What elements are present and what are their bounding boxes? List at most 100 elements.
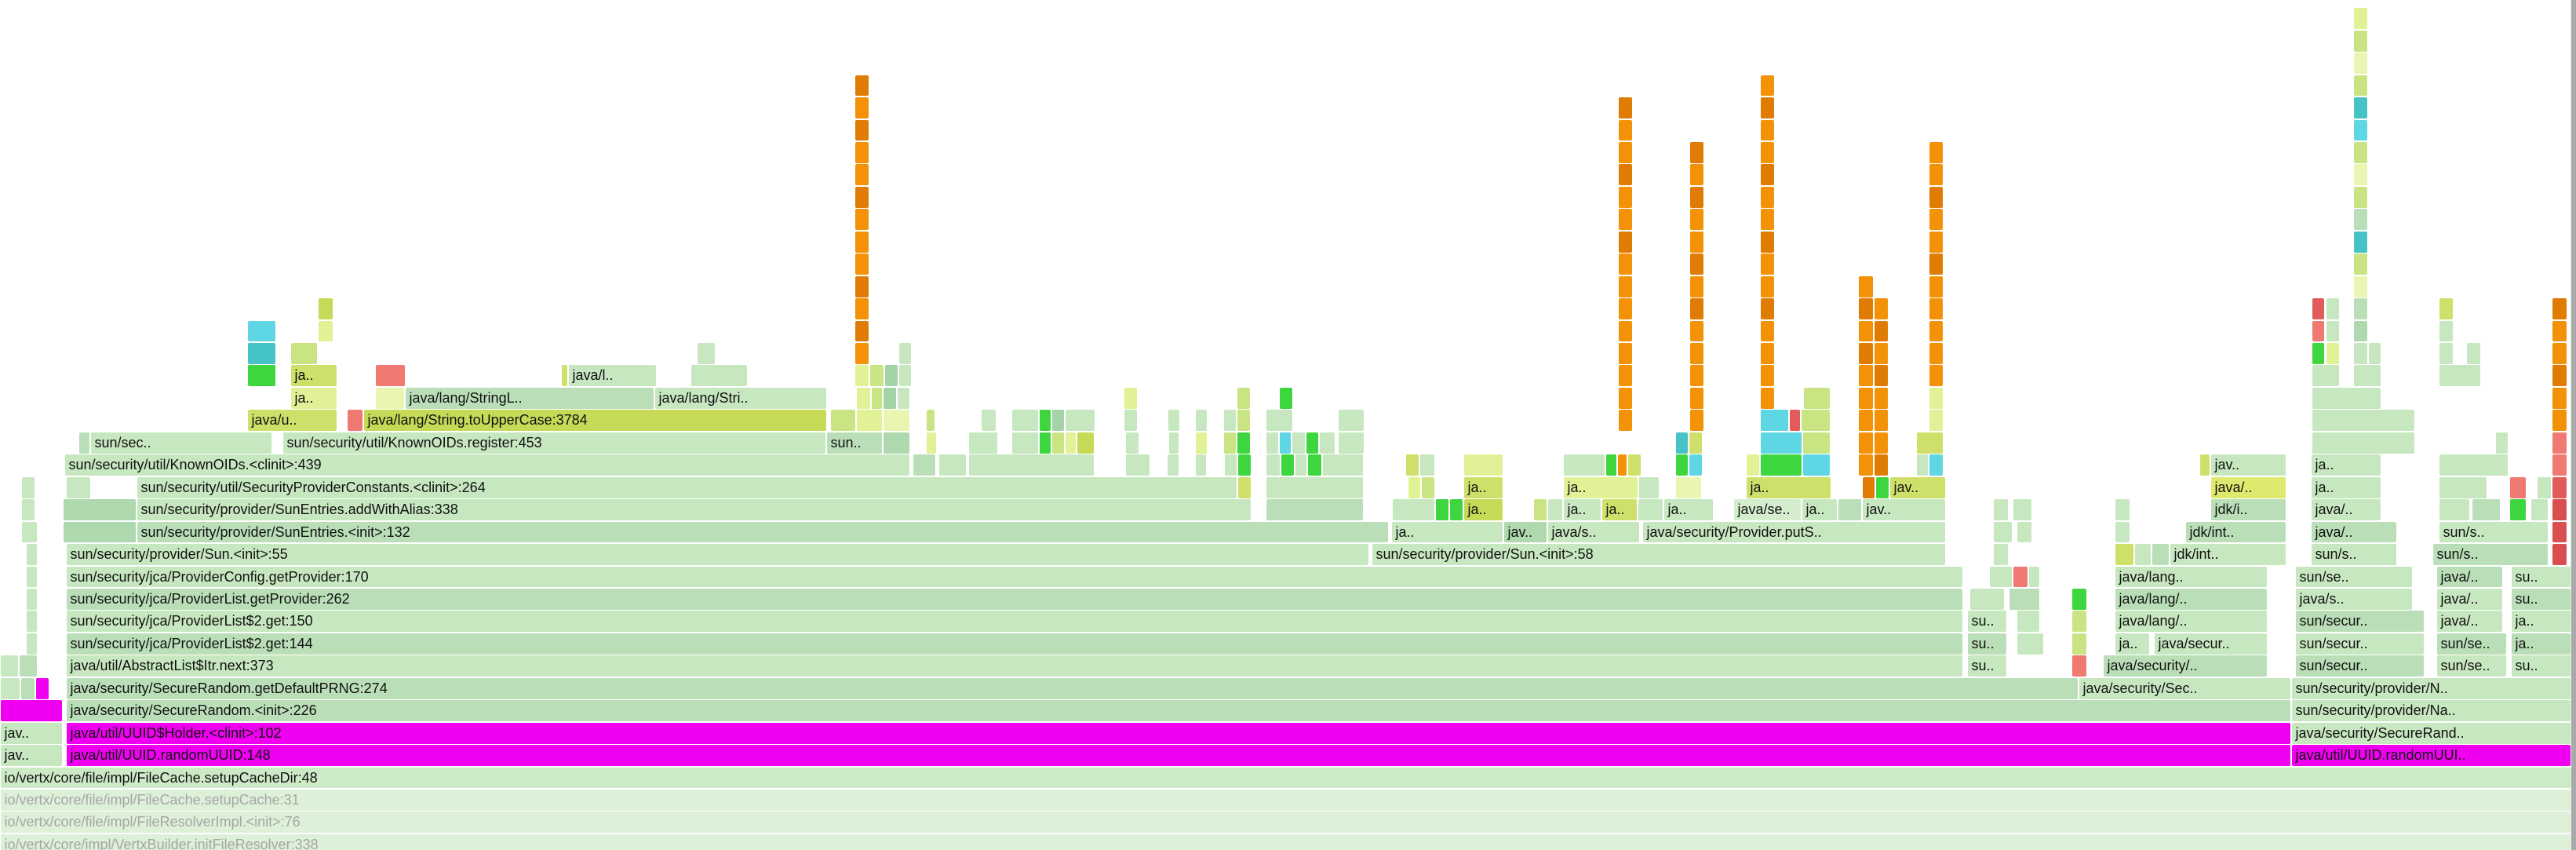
flame-frame-unlabeled[interactable] bbox=[968, 454, 1094, 476]
flame-frame-unlabeled[interactable] bbox=[1279, 432, 1291, 454]
flame-frame-unlabeled[interactable] bbox=[2326, 298, 2339, 319]
flame-frame-unlabeled[interactable] bbox=[2353, 209, 2367, 231]
flame-frame[interactable]: sun/se.. bbox=[2436, 655, 2506, 677]
flame-frame-unlabeled[interactable] bbox=[1929, 164, 1943, 186]
flame-frame-unlabeled[interactable] bbox=[1405, 454, 1419, 476]
flame-frame-unlabeled[interactable] bbox=[26, 611, 37, 633]
flame-frame-unlabeled[interactable] bbox=[854, 209, 869, 231]
flame-frame[interactable]: ja.. bbox=[1802, 499, 1837, 521]
flame-frame-unlabeled[interactable] bbox=[1760, 119, 1774, 141]
flame-frame[interactable]: jav.. bbox=[0, 722, 62, 744]
flame-frame-unlabeled[interactable] bbox=[1051, 432, 1064, 454]
flame-frame-unlabeled[interactable] bbox=[1760, 387, 1774, 409]
flame-frame-unlabeled[interactable] bbox=[1689, 410, 1703, 432]
flame-frame-unlabeled[interactable] bbox=[883, 432, 909, 454]
flame-frame-unlabeled[interactable] bbox=[1168, 410, 1179, 432]
flame-frame-unlabeled[interactable] bbox=[2368, 343, 2381, 364]
flame-frame-unlabeled[interactable] bbox=[2353, 30, 2367, 52]
flame-frame-unlabeled[interactable] bbox=[884, 365, 898, 387]
flame-frame-unlabeled[interactable] bbox=[78, 432, 89, 454]
flame-frame[interactable]: io/vertx/core/file/impl/FileResolverImpl… bbox=[0, 812, 2571, 834]
flame-frame-unlabeled[interactable] bbox=[854, 231, 869, 253]
flame-frame-unlabeled[interactable] bbox=[1789, 410, 1800, 432]
flame-frame-unlabeled[interactable] bbox=[375, 365, 405, 387]
flame-frame-unlabeled[interactable] bbox=[35, 677, 49, 699]
flame-frame-unlabeled[interactable] bbox=[1689, 231, 1703, 253]
flame-frame-unlabeled[interactable] bbox=[20, 677, 35, 699]
flame-frame-unlabeled[interactable] bbox=[1760, 454, 1802, 476]
flame-frame-unlabeled[interactable] bbox=[1689, 432, 1702, 454]
flame-frame-unlabeled[interactable] bbox=[1051, 410, 1064, 432]
flame-frame-unlabeled[interactable] bbox=[1874, 365, 1888, 387]
flame-frame-unlabeled[interactable] bbox=[2552, 432, 2567, 454]
flame-frame-unlabeled[interactable] bbox=[2312, 410, 2414, 432]
flame-frame-unlabeled[interactable] bbox=[1675, 476, 1701, 498]
flame-frame-unlabeled[interactable] bbox=[1307, 454, 1321, 476]
flame-frame[interactable]: sun/security/util/KnownOIDs.<clinit>:439 bbox=[64, 454, 909, 476]
flame-frame-unlabeled[interactable] bbox=[1689, 254, 1703, 275]
flame-frame[interactable]: sun/security/provider/SunEntries.<init>:… bbox=[137, 521, 1388, 543]
flame-frame-unlabeled[interactable] bbox=[2312, 387, 2381, 409]
flame-frame-unlabeled[interactable] bbox=[1618, 231, 1632, 253]
flame-frame-unlabeled[interactable] bbox=[898, 365, 911, 387]
flame-frame[interactable]: su.. bbox=[2511, 566, 2571, 588]
flame-frame-unlabeled[interactable] bbox=[2071, 588, 2086, 610]
flame-frame[interactable]: ja.. bbox=[1663, 499, 1713, 521]
flame-frame-unlabeled[interactable] bbox=[1618, 209, 1632, 231]
flame-frame-unlabeled[interactable] bbox=[2439, 365, 2480, 387]
flame-frame-unlabeled[interactable] bbox=[2353, 231, 2367, 253]
flame-frame-unlabeled[interactable] bbox=[2115, 544, 2133, 565]
flame-frame-unlabeled[interactable] bbox=[1760, 164, 1774, 186]
flame-frame[interactable]: sun/sec.. bbox=[90, 432, 271, 454]
flame-frame-unlabeled[interactable] bbox=[1874, 387, 1888, 409]
flame-frame-unlabeled[interactable] bbox=[1408, 476, 1420, 498]
flame-frame-unlabeled[interactable] bbox=[1862, 476, 1875, 498]
flame-frame[interactable]: ja.. bbox=[1563, 499, 1601, 521]
flame-frame-unlabeled[interactable] bbox=[1039, 432, 1051, 454]
flame-frame-unlabeled[interactable] bbox=[1195, 410, 1207, 432]
flame-frame-unlabeled[interactable] bbox=[2071, 633, 2086, 655]
flame-frame[interactable]: jav.. bbox=[1862, 499, 1945, 521]
flame-frame-unlabeled[interactable] bbox=[1916, 432, 1943, 454]
flame-frame[interactable]: java/.. bbox=[2436, 566, 2502, 588]
flame-frame-unlabeled[interactable] bbox=[2353, 75, 2367, 97]
flame-frame-unlabeled[interactable] bbox=[1760, 231, 1774, 253]
flame-frame-unlabeled[interactable] bbox=[561, 365, 567, 387]
flame-frame[interactable]: java/util/AbstractList$Itr.next:373 bbox=[66, 655, 1962, 677]
flame-frame-unlabeled[interactable] bbox=[1760, 365, 1774, 387]
flame-frame[interactable]: java/s.. bbox=[1547, 521, 1639, 543]
flame-frame-unlabeled[interactable] bbox=[856, 387, 870, 409]
flame-frame-unlabeled[interactable] bbox=[1617, 454, 1627, 476]
flame-frame-unlabeled[interactable] bbox=[1760, 298, 1774, 319]
flame-frame-unlabeled[interactable] bbox=[1618, 141, 1632, 163]
flame-frame-unlabeled[interactable] bbox=[883, 387, 896, 409]
flame-frame-unlabeled[interactable] bbox=[1449, 499, 1463, 521]
flame-frame[interactable]: sun/security/jca/ProviderConfig.getProvi… bbox=[66, 566, 1962, 588]
flame-frame-unlabeled[interactable] bbox=[247, 365, 275, 387]
flame-frame[interactable]: ja.. bbox=[1601, 499, 1637, 521]
flame-frame-unlabeled[interactable] bbox=[2152, 544, 2169, 565]
flame-frame-unlabeled[interactable] bbox=[1266, 454, 1280, 476]
flame-frame-unlabeled[interactable] bbox=[854, 365, 869, 387]
flame-frame-unlabeled[interactable] bbox=[1874, 410, 1888, 432]
flame-frame-unlabeled[interactable] bbox=[2017, 611, 2039, 633]
flame-frame-unlabeled[interactable] bbox=[2017, 521, 2031, 543]
flame-frame[interactable]: java/.. bbox=[2311, 521, 2396, 543]
flame-frame-unlabeled[interactable] bbox=[1279, 387, 1292, 409]
flame-frame-unlabeled[interactable] bbox=[2552, 544, 2567, 565]
flame-frame-unlabeled[interactable] bbox=[1618, 164, 1632, 186]
flame-frame[interactable]: ja.. bbox=[1463, 499, 1503, 521]
flame-frame-unlabeled[interactable] bbox=[1638, 499, 1663, 521]
flame-frame-unlabeled[interactable] bbox=[1760, 75, 1774, 97]
flame-frame-unlabeled[interactable] bbox=[1838, 499, 1861, 521]
flame-frame-unlabeled[interactable] bbox=[1675, 454, 1688, 476]
flame-frame-unlabeled[interactable] bbox=[1746, 454, 1759, 476]
flame-frame-unlabeled[interactable] bbox=[1929, 387, 1943, 409]
flame-frame[interactable]: java/security/Provider.putS.. bbox=[1642, 521, 1945, 543]
flame-frame[interactable]: java/util/UUID$Holder.<clinit>:102 bbox=[66, 722, 2290, 744]
flame-frame-unlabeled[interactable] bbox=[0, 677, 20, 699]
flame-frame[interactable]: sun/security/util/KnownOIDs.register:453 bbox=[282, 432, 825, 454]
flame-frame-unlabeled[interactable] bbox=[854, 254, 869, 275]
flame-frame[interactable]: sun.. bbox=[826, 432, 882, 454]
flame-frame[interactable]: java/security/Sec.. bbox=[2079, 677, 2290, 699]
